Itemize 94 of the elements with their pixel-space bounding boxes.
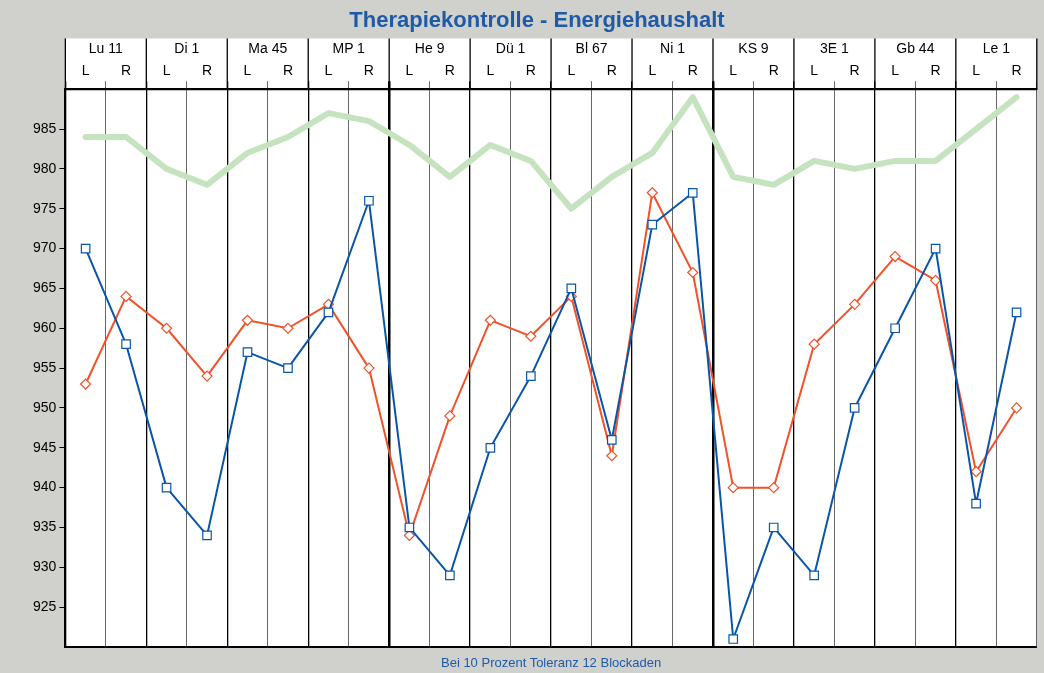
text: Bl 67 (575, 40, 608, 57)
point (768, 482, 780, 494)
x-tick-label: L (486, 61, 495, 78)
text: Lu 11 (88, 40, 124, 57)
point (1010, 402, 1023, 414)
point (687, 266, 699, 279)
point (121, 339, 131, 350)
text: Ma 45 (248, 40, 288, 57)
point (808, 338, 820, 350)
point (930, 243, 941, 254)
x-tick-label: L (243, 61, 252, 78)
y-tick-label: 925 (33, 598, 57, 615)
point (201, 370, 213, 382)
x-tick-label: R (282, 61, 294, 78)
y-tick-label: 980 (33, 159, 57, 176)
point (282, 322, 294, 334)
x-tick-label: R (687, 61, 698, 78)
text: He 9 (414, 40, 445, 57)
text: Gb 44 (896, 40, 935, 57)
point (727, 482, 739, 494)
y-tick-label: 955 (33, 358, 57, 375)
point (161, 482, 172, 493)
point (80, 378, 92, 390)
point (364, 195, 374, 206)
point (283, 363, 293, 373)
y-tick-label: 970 (33, 239, 57, 256)
point (930, 274, 942, 287)
point (768, 522, 779, 533)
point (970, 466, 982, 478)
y-tick-label: 960 (33, 319, 57, 336)
text: Bei 10 Prozent Toleranz 12 Blockaden (440, 654, 662, 670)
x-tick-label: R (121, 61, 132, 78)
x-tick-label: L (891, 61, 900, 78)
chart-title: Therapiekontrolle - Energiehaushalt (349, 7, 726, 33)
text: KS 9 (738, 40, 769, 57)
x-tick-label: L (648, 61, 657, 78)
y-tick-label: 940 (33, 478, 57, 495)
point (241, 314, 254, 326)
point (526, 371, 536, 381)
x-tick-label: L (162, 61, 171, 78)
point (687, 187, 698, 198)
point (120, 290, 132, 302)
x-tick-label: R (768, 61, 779, 78)
point (849, 403, 860, 413)
point (485, 442, 496, 453)
y-tick-label: 985 (33, 119, 57, 136)
point (809, 570, 820, 581)
x-tick-label: R (444, 61, 455, 78)
point (323, 307, 334, 318)
y-tick-label: 950 (33, 398, 57, 415)
x-tick-label: R (849, 61, 860, 78)
point (484, 314, 496, 326)
text: 3E 1 (820, 40, 850, 57)
text: Ni 1 (660, 40, 686, 57)
point (445, 570, 455, 581)
point (242, 347, 253, 358)
text: Le 1 (982, 40, 1011, 57)
y-tick-label: 945 (33, 438, 57, 455)
x-tick-label: L (81, 61, 90, 78)
x-tick-label: R (1011, 61, 1022, 78)
point (1011, 307, 1022, 318)
point (566, 283, 577, 294)
point (849, 298, 861, 310)
text: Dü 1 (495, 40, 526, 57)
point (606, 450, 618, 462)
x-tick-label: R (930, 61, 941, 78)
x-tick-label: L (729, 61, 738, 78)
x-tick-label: R (606, 61, 617, 78)
text: MP 1 (332, 40, 366, 57)
x-tick-label: L (324, 61, 333, 78)
x-tick-label: R (363, 61, 374, 78)
x-tick-label: L (810, 61, 819, 78)
point (647, 219, 658, 230)
point (525, 330, 537, 342)
y-tick-label: 965 (33, 279, 57, 296)
x-tick-label: L (567, 61, 576, 78)
y-tick-label: 930 (33, 558, 57, 575)
point (202, 530, 212, 541)
point (728, 634, 739, 644)
x-tick-label: L (405, 61, 414, 78)
y-tick-label: 935 (33, 518, 57, 535)
point (889, 250, 901, 263)
point (363, 362, 375, 374)
text: Di 1 (174, 40, 200, 57)
point (971, 498, 981, 509)
x-tick-label: L (972, 61, 981, 78)
point (160, 322, 173, 334)
point (606, 434, 617, 445)
x-tick-label: R (201, 61, 213, 78)
point (890, 323, 900, 334)
point (444, 410, 456, 422)
point (646, 187, 658, 199)
x-tick-label: R (525, 61, 536, 78)
y-tick-label: 975 (33, 199, 57, 216)
